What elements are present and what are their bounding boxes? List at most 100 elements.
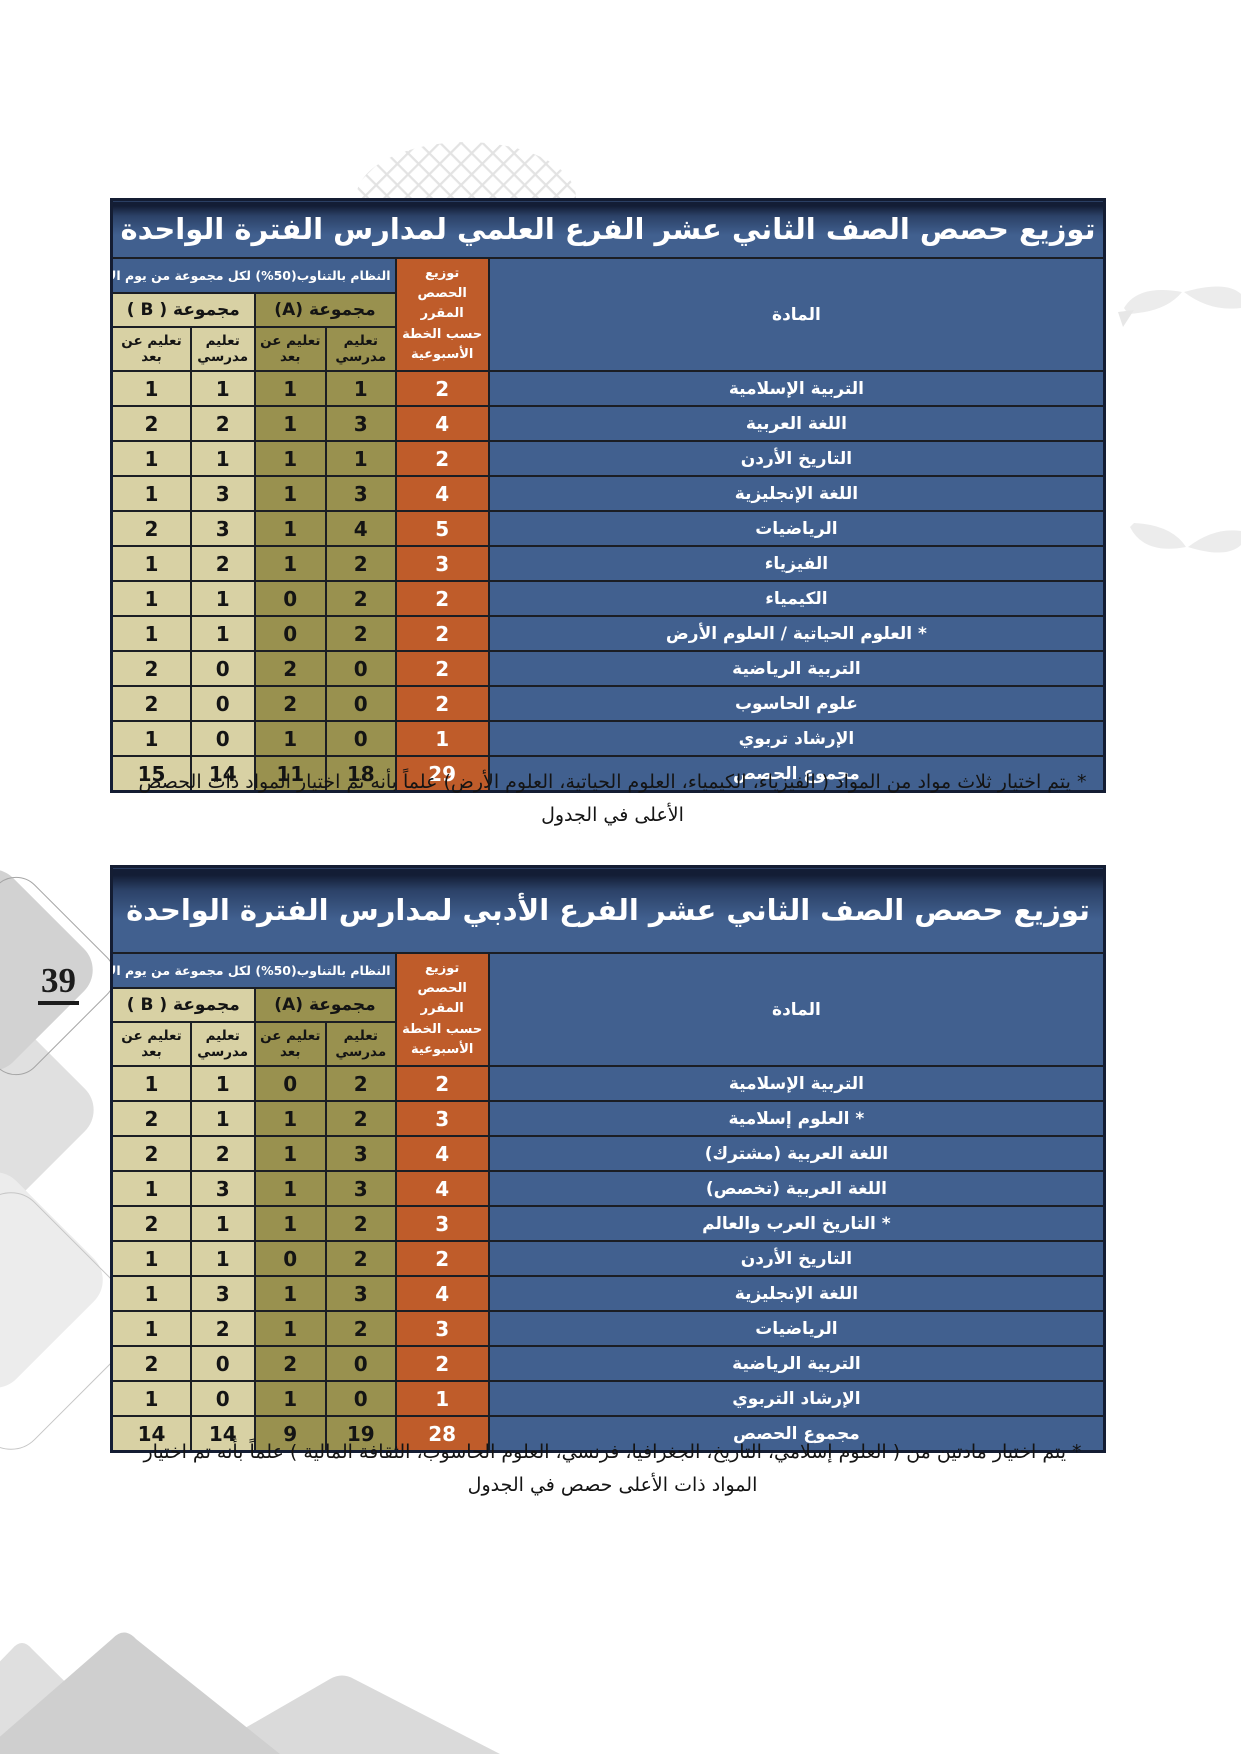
weekly-count-cell: 1 <box>394 1380 490 1417</box>
group-a-school-cell: 2 <box>325 1205 397 1242</box>
weekly-plan-column-header: توزيع الحصص المقرر حسب الخطة الأسبوعية <box>394 257 490 372</box>
weekly-count-cell: 5 <box>394 510 490 547</box>
weekly-plan-column-header: توزيع الحصص المقرر حسب الخطة الأسبوعية <box>394 952 490 1067</box>
table-row: التربية الإسلامية 2 1 1 1 1 <box>110 370 1106 407</box>
page-number: 39 <box>38 962 79 1005</box>
table-row: اللغة الإنجليزية 4 3 1 3 1 <box>110 1275 1106 1312</box>
group-b-school-cell: 14 <box>189 1415 256 1453</box>
weekly-count-cell: 2 <box>394 440 490 477</box>
table-row: التربية الرياضية 2 0 2 0 2 <box>110 650 1106 687</box>
subject-cell: * العلوم الحياتية / العلوم الأرض <box>487 615 1106 652</box>
weekly-count-cell: 2 <box>394 685 490 722</box>
group-a-school-cell: 3 <box>325 1275 397 1312</box>
group-a-remote-cell: 1 <box>253 1135 328 1172</box>
group-b-remote-cell: 2 <box>110 405 192 442</box>
table-row: مجموع الحصص 29 18 11 14 15 <box>110 755 1106 793</box>
subject-cell: علوم الحاسوب <box>487 685 1106 722</box>
table-row: الكيمياء 2 2 0 1 1 <box>110 580 1106 617</box>
group-a-school-cell: 1 <box>325 440 397 477</box>
group-a-remote-cell: 1 <box>253 1100 328 1137</box>
group-b-school-cell: 2 <box>189 405 256 442</box>
table-row: الفيزياء 3 2 1 2 1 <box>110 545 1106 582</box>
group-a-remote-cell: 1 <box>253 545 328 582</box>
group-a-remote-cell: 1 <box>253 1275 328 1312</box>
table-row: التاريخ الأردن 2 2 0 1 1 <box>110 1240 1106 1277</box>
table-row: علوم الحاسوب 2 0 2 0 2 <box>110 685 1106 722</box>
group-a-school-cell: 4 <box>325 510 397 547</box>
weekly-count-cell: 2 <box>394 580 490 617</box>
subject-cell: اللغة الإنجليزية <box>487 475 1106 512</box>
group-a-remote-cell: 2 <box>253 650 328 687</box>
mountains-decoration <box>0 1632 500 1754</box>
group-b-school-cell: 0 <box>189 720 256 757</box>
group-b-remote-cell: 1 <box>110 580 192 617</box>
group-b-school-cell: 1 <box>189 615 256 652</box>
group-b-header: مجموعة ( B ) <box>110 292 256 328</box>
table-row: التاريخ الأردن 2 1 1 1 1 <box>110 440 1106 477</box>
group-b-remote-cell: 1 <box>110 370 192 407</box>
group-b-remote-cell: 1 <box>110 475 192 512</box>
weekly-count-cell: 2 <box>394 1240 490 1277</box>
subject-cell: التربية الرياضية <box>487 1345 1106 1382</box>
group-a-header: مجموعة (A) <box>253 292 397 328</box>
group-a-school-cell: 0 <box>325 720 397 757</box>
subject-column-header: المادة <box>487 952 1106 1067</box>
group-b-school-cell: 0 <box>189 685 256 722</box>
group-a-school-cell: 3 <box>325 1170 397 1207</box>
group-b-school-cell: 3 <box>189 1170 256 1207</box>
group-a-school-cell: 0 <box>325 1380 397 1417</box>
weekly-count-cell: 3 <box>394 1310 490 1347</box>
group-b-remote-cell: 2 <box>110 650 192 687</box>
weekly-count-cell: 1 <box>394 720 490 757</box>
group-b-remote-cell: 1 <box>110 1310 192 1347</box>
table-row: * التاريخ العرب والعالم 3 2 1 1 2 <box>110 1205 1106 1242</box>
group-b-school-header: تعليم مدرسي <box>189 1021 256 1067</box>
group-b-school-cell: 1 <box>189 1100 256 1137</box>
subject-cell: التاريخ الأردن <box>487 440 1106 477</box>
table-row: الرياضيات 3 2 1 2 1 <box>110 1310 1106 1347</box>
group-a-remote-cell: 1 <box>253 1205 328 1242</box>
group-b-remote-cell: 2 <box>110 510 192 547</box>
weekly-count-cell: 4 <box>394 1170 490 1207</box>
group-a-school-cell: 0 <box>325 685 397 722</box>
group-a-school-cell: 2 <box>325 1065 397 1102</box>
group-b-remote-cell: 1 <box>110 440 192 477</box>
table-row: الرياضيات 5 4 1 3 2 <box>110 510 1106 547</box>
group-a-school-cell: 0 <box>325 1345 397 1382</box>
table-row: مجموع الحصص 28 19 9 14 14 <box>110 1415 1106 1453</box>
group-a-school-cell: 0 <box>325 650 397 687</box>
weekly-count-cell: 4 <box>394 405 490 442</box>
subject-cell: الكيمياء <box>487 580 1106 617</box>
table-title: توزيع حصص الصف الثاني عشر الفرع العلمي ل… <box>110 198 1106 259</box>
group-b-remote-cell: 1 <box>110 1275 192 1312</box>
subject-cell: * التاريخ العرب والعالم <box>487 1205 1106 1242</box>
group-a-school-cell: 2 <box>325 1100 397 1137</box>
group-b-school-cell: 1 <box>189 1205 256 1242</box>
dome-lattice-decoration <box>356 142 576 198</box>
subject-cell: الإرشاد تربوي <box>487 720 1106 757</box>
subject-cell: اللغة العربية <box>487 405 1106 442</box>
subject-cell: مجموع الحصص <box>487 755 1106 793</box>
group-b-school-cell: 1 <box>189 370 256 407</box>
group-b-school-cell: 0 <box>189 1345 256 1382</box>
subject-cell: الإرشاد التربوي <box>487 1380 1106 1417</box>
weekly-count-cell: 2 <box>394 1345 490 1382</box>
table-row: التربية الإسلامية 2 2 0 1 1 <box>110 1065 1106 1102</box>
subject-cell: الفيزياء <box>487 545 1106 582</box>
group-a-school-cell: 2 <box>325 1240 397 1277</box>
group-a-school-cell: 18 <box>325 755 397 793</box>
group-b-school-cell: 0 <box>189 650 256 687</box>
subject-cell: التربية الإسلامية <box>487 1065 1106 1102</box>
weekly-count-cell: 2 <box>394 615 490 652</box>
table-row: اللغة الإنجليزية 4 3 1 3 1 <box>110 475 1106 512</box>
group-b-school-cell: 2 <box>189 1135 256 1172</box>
group-a-remote-cell: 1 <box>253 510 328 547</box>
group-b-school-cell: 1 <box>189 1240 256 1277</box>
group-b-school-cell: 14 <box>189 755 256 793</box>
group-a-school-cell: 3 <box>325 405 397 442</box>
group-a-school-cell: 1 <box>325 370 397 407</box>
weekly-count-cell: 2 <box>394 1065 490 1102</box>
table-row: الإرشاد التربوي 1 0 1 0 1 <box>110 1380 1106 1417</box>
group-a-remote-cell: 1 <box>253 370 328 407</box>
